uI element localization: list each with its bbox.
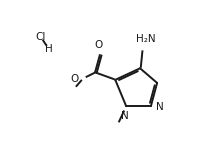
- Text: O: O: [70, 74, 78, 84]
- Text: H₂N: H₂N: [135, 34, 155, 44]
- Text: O: O: [94, 40, 102, 50]
- Text: Cl: Cl: [36, 32, 46, 42]
- Text: N: N: [121, 111, 129, 121]
- Text: H: H: [44, 44, 52, 54]
- Text: N: N: [156, 102, 163, 112]
